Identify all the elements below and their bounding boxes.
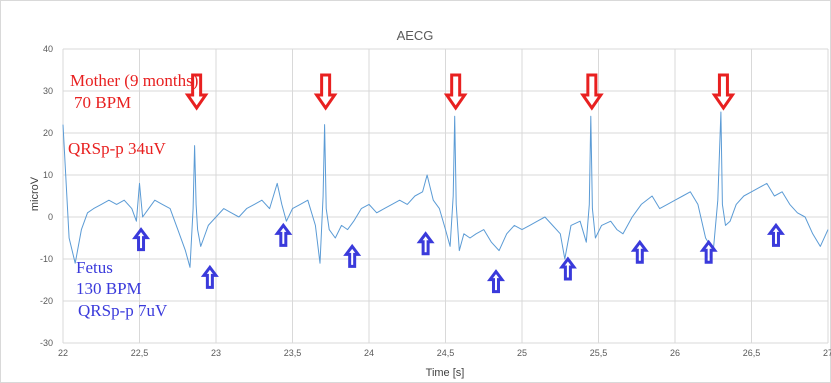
y-tick-label: 20 [43, 128, 53, 138]
y-tick-label: 10 [43, 170, 53, 180]
x-tick-label: 23 [211, 348, 221, 358]
mother-qrs-arrow [184, 73, 209, 111]
mother-qrs-arrow [313, 73, 338, 111]
y-tick-label: -30 [40, 338, 53, 348]
fetus-qrs-arrow [274, 222, 293, 247]
mother-annotation: Mother (9 months) 70 BPM QRSp-p 34uV [68, 71, 198, 158]
x-tick-label: 25 [517, 348, 527, 358]
fetus-qrs-arrow [132, 227, 151, 252]
x-tick-label: 26,5 [743, 348, 761, 358]
fetus-qrs-arrow [416, 231, 435, 256]
y-tick-label: 0 [48, 212, 53, 222]
mother-qrs-arrow [711, 73, 736, 111]
y-axis-title: microV [29, 176, 41, 211]
fetus-qrs-arrow [558, 256, 577, 281]
fetus-qrs-arrow [766, 222, 785, 247]
mother-label-line-3: QRSp-p 34uV [68, 139, 166, 158]
x-tick-label: 22 [58, 348, 68, 358]
ecg-series-line [62, 111, 829, 268]
x-tick-label: 24 [364, 348, 374, 358]
x-tick-label: 24,5 [437, 348, 455, 358]
mother-qrs-arrow [579, 73, 604, 111]
fetus-qrs-arrow [343, 243, 362, 268]
y-tick-label: -20 [40, 296, 53, 306]
fetus-qrs-arrow [630, 239, 649, 264]
y-tick-label: 40 [43, 44, 53, 54]
mother-qrs-arrow [443, 73, 468, 111]
fetus-qrs-arrow [699, 239, 718, 264]
chart-title: AECG [397, 28, 434, 43]
fetus-label-line-1: Fetus [76, 258, 113, 277]
x-tick-label: 23,5 [284, 348, 302, 358]
grid-layer [62, 48, 829, 344]
series-layer [62, 111, 829, 268]
x-tick-label: 25,5 [590, 348, 608, 358]
fetus-qrs-arrow [200, 264, 219, 289]
fetus-annotation: Fetus 130 BPM QRSp-p 7uV [76, 258, 168, 320]
fetus-label-line-2: 130 BPM [76, 279, 142, 298]
y-tick-label: 30 [43, 86, 53, 96]
mother-label-line-2: 70 BPM [74, 93, 131, 112]
tick-labels: -30 -20 -10 0 10 20 30 40 22 22,5 23 23,5 24 24,5 25 25… [40, 44, 831, 358]
fetus-label-line-3: QRSp-p 7uV [78, 301, 168, 320]
x-tick-label: 27 [823, 348, 831, 358]
x-tick-label: 22,5 [131, 348, 149, 358]
fetus-qrs-arrow [486, 269, 505, 294]
arrow-layer [132, 73, 785, 294]
mother-label-line-1: Mother (9 months) [70, 71, 198, 90]
x-tick-label: 26 [670, 348, 680, 358]
x-axis-title: Time [s] [426, 367, 465, 379]
y-tick-label: -10 [40, 254, 53, 264]
